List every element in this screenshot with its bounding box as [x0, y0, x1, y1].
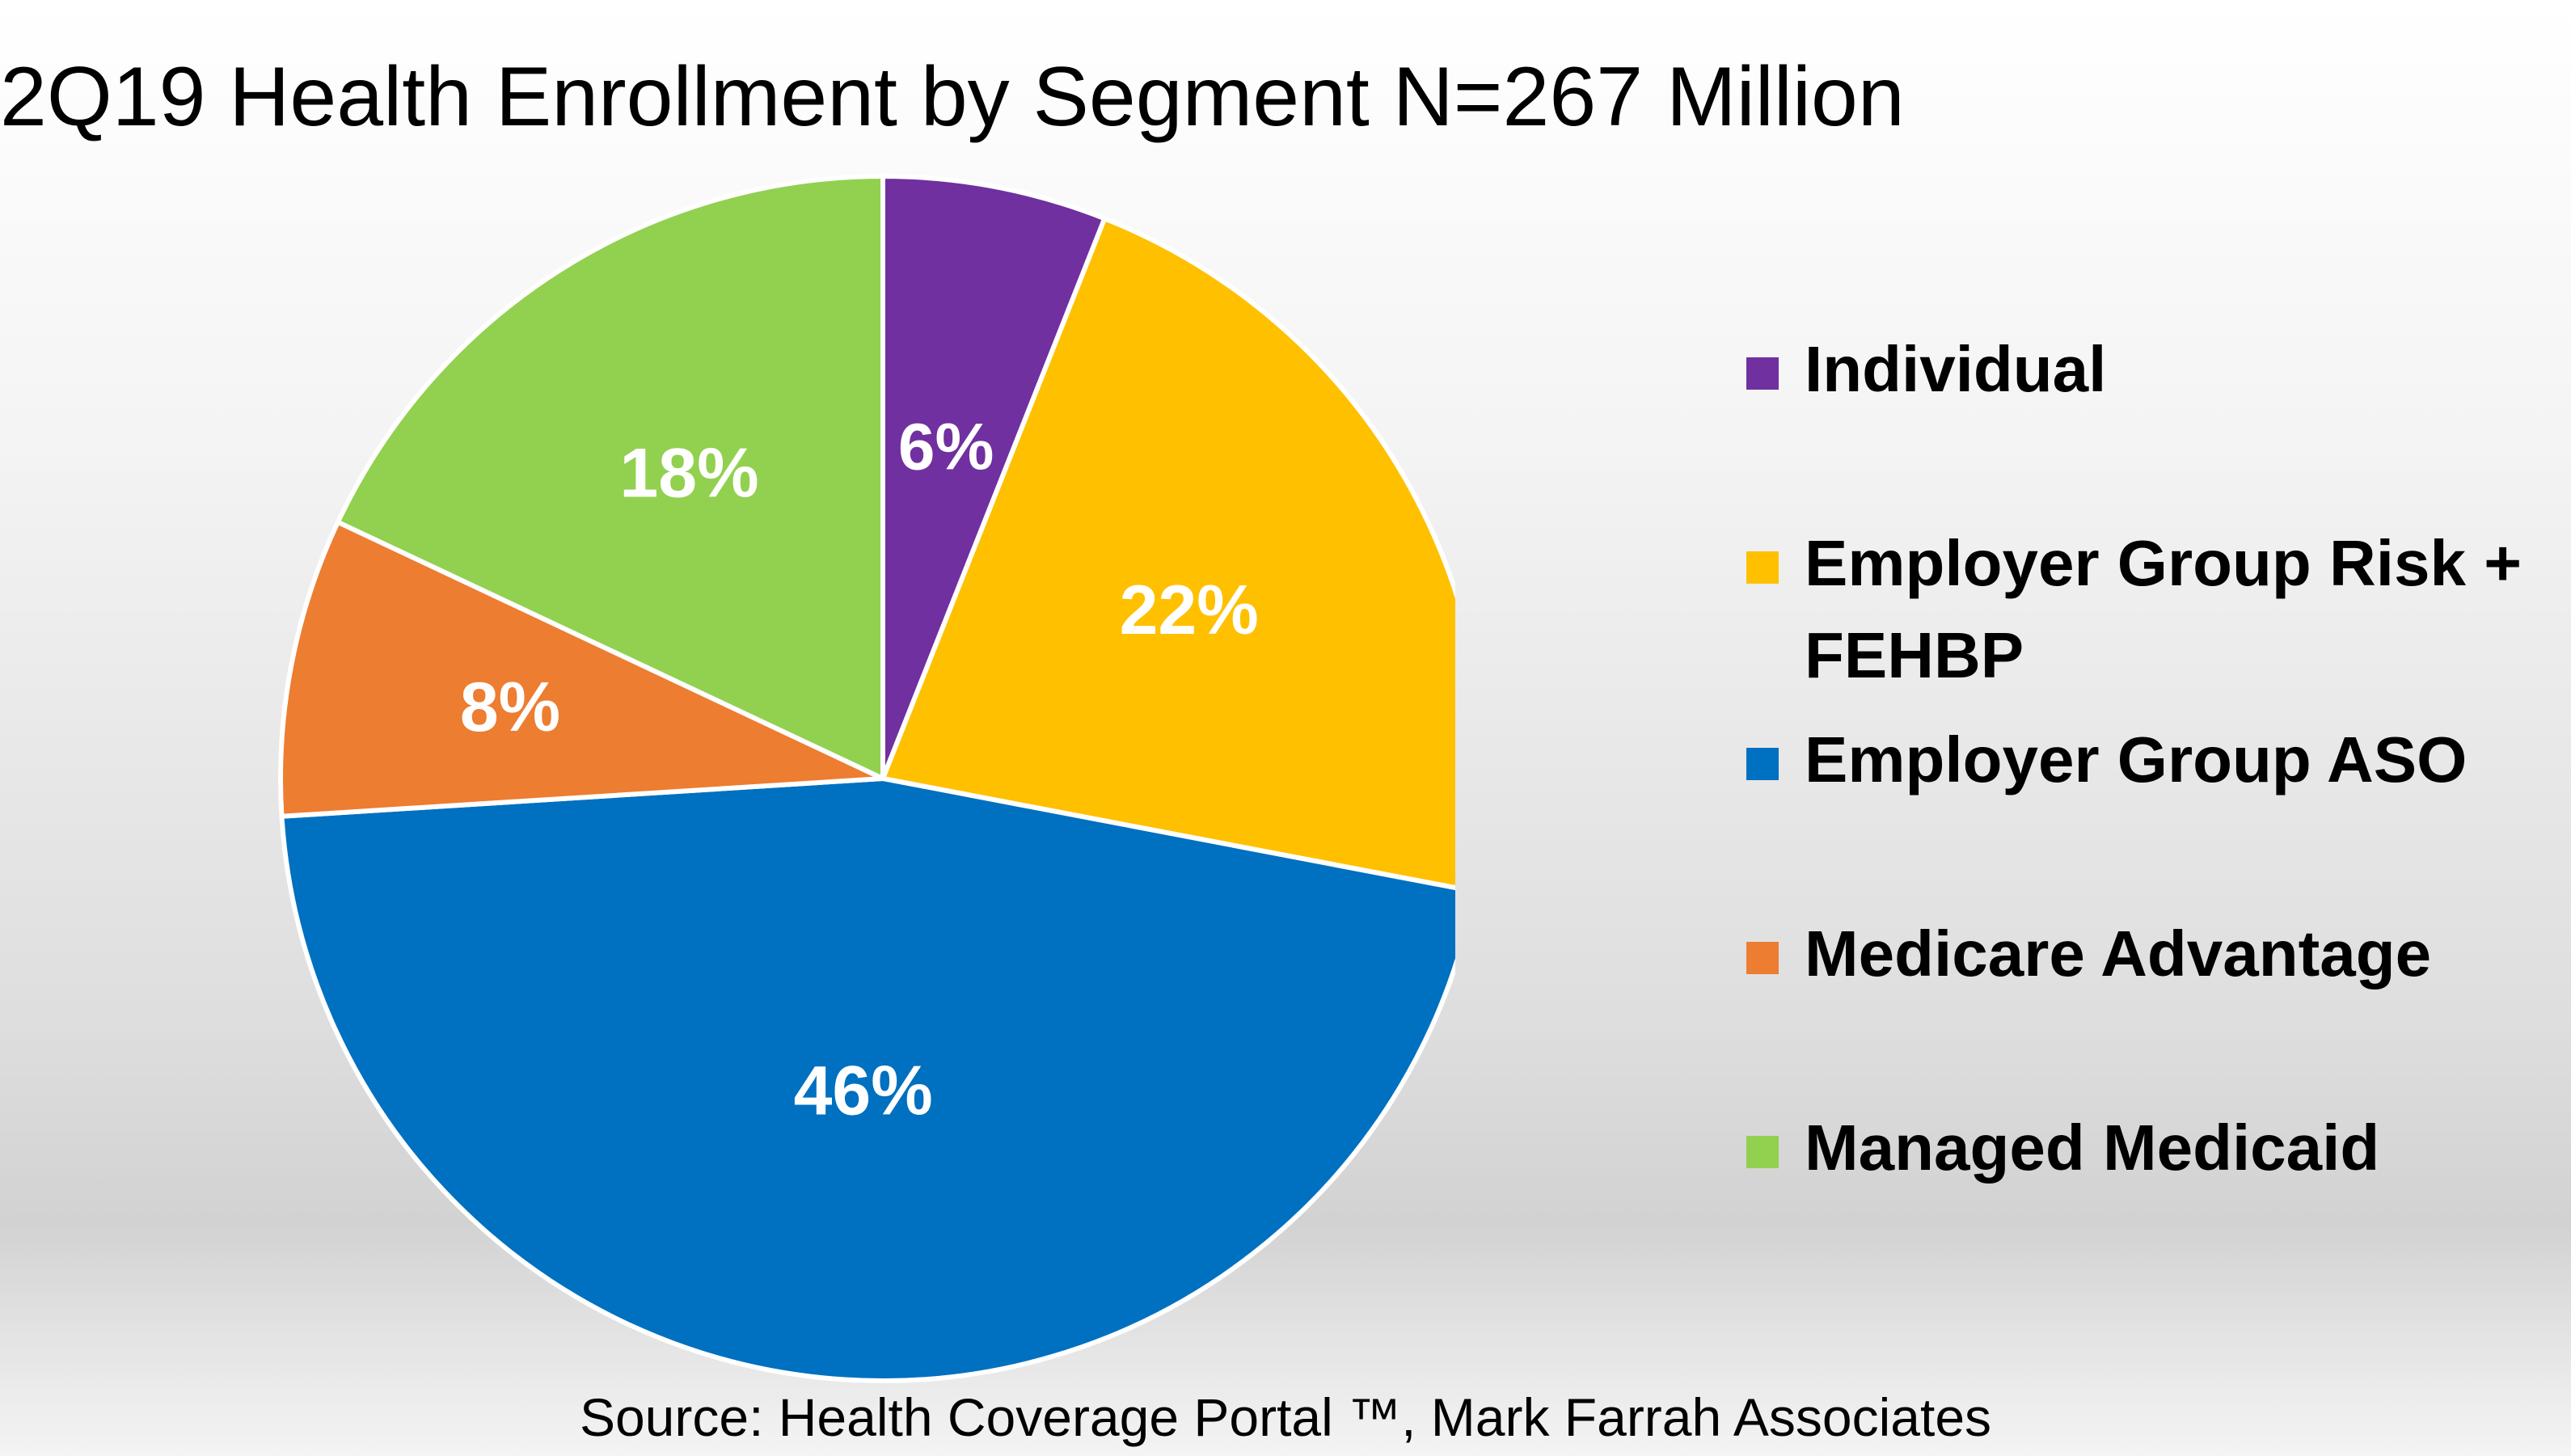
legend-swatch-employer-group-risk	[1746, 551, 1779, 584]
pie-slice-individual	[880, 174, 1108, 781]
legend-swatch-employer-group-aso	[1746, 748, 1779, 780]
legend-swatch-managed-medicaid	[1746, 1136, 1779, 1168]
pie-label-individual: 6%	[898, 411, 994, 484]
pie-slice-medicare-advantage	[278, 519, 885, 819]
legend-swatch-medicare-advantage	[1746, 942, 1779, 974]
pie-label-managed-medicaid: 18%	[619, 435, 758, 513]
legend-swatch-individual	[1746, 357, 1779, 390]
pie-label-employer-group-aso: 46%	[794, 1053, 933, 1130]
chart-title: 2Q19 Health Enrollment by Segment N=267 …	[0, 50, 1905, 144]
legend-label-managed-medicaid: Managed Medicaid	[1805, 1112, 2380, 1184]
pie-chart: 6% 22% 46% 8% 18%	[278, 174, 1455, 1383]
pie-label-medicare-advantage: 8%	[460, 669, 560, 746]
pie-label-employer-group-risk-fehbp: 22%	[1120, 572, 1259, 649]
source-note: Source: Health Coverage Portal ™, Mark F…	[579, 1387, 1992, 1447]
pie-slice-managed-medicaid	[335, 174, 885, 781]
source-note-wrap: Source: Health Coverage Portal ™, Mark F…	[0, 1378, 2571, 1456]
pie-slice-employer-group-aso	[279, 776, 1455, 1383]
legend-label-employer-group-aso: Employer Group ASO	[1805, 724, 2468, 796]
legend-label-medicare-advantage: Medicare Advantage	[1805, 918, 2432, 990]
chart-title-wrap: 2Q19 Health Enrollment by Segment N=267 …	[0, 40, 1905, 154]
legend-label-individual: Individual	[1805, 333, 2107, 405]
pie-slice-employer-group-risk-fehbp	[880, 216, 1455, 891]
legend-label-employer-group-risk: Employer Group Risk + FEHBP	[1805, 527, 2522, 691]
